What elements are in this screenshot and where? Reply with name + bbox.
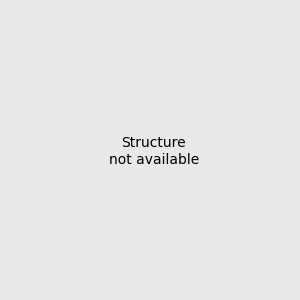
Text: Structure
not available: Structure not available (109, 136, 199, 166)
